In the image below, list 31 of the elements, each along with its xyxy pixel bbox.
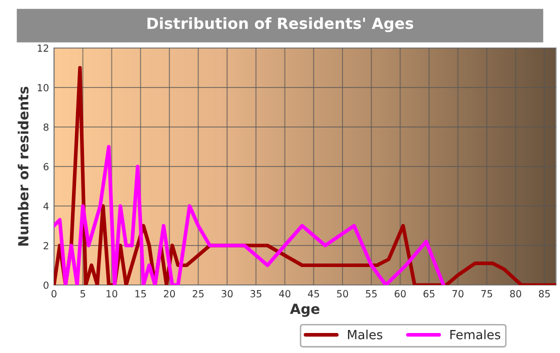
x-tick-label: 0 [52,290,56,298]
x-tick-label: 10 [106,290,118,298]
x-tick-label: 80 [510,290,522,298]
x-tick-label: 85 [538,290,550,298]
x-tick-label: 25 [192,290,204,298]
x-tick-label: 20 [164,290,175,298]
x-tick-label: 5 [80,290,86,298]
x-tick-label: 60 [394,290,406,298]
legend-label: Females [450,330,500,340]
x-tick-label: 70 [452,290,464,298]
y-tick-label: 4 [43,202,49,210]
x-tick-label: 45 [308,290,319,298]
x-tick-label: 30 [222,290,233,298]
x-tick-label: 15 [135,290,146,298]
x-tick-label: 55 [366,290,377,298]
line-series [54,144,446,285]
x-tick-label: 35 [250,290,262,298]
y-axis-title: Number of residents [18,86,29,246]
x-tick-label: 65 [424,290,434,298]
x-axis-title: Age [290,304,320,317]
x-tick-label: 50 [337,290,348,298]
y-tick-label: 6 [44,162,49,170]
legend-label: Males [348,330,382,340]
y-tick-label: 12 [38,44,48,52]
x-tick-label: 40 [279,290,290,298]
y-tick-label: 0 [44,281,48,289]
chart-title: Distribution of Residents' Ages [147,17,414,32]
y-tick-label: 10 [38,84,48,92]
y-tick-label: 2 [44,242,48,250]
y-tick-label: 8 [44,123,48,131]
x-tick-label: 75 [481,290,492,298]
